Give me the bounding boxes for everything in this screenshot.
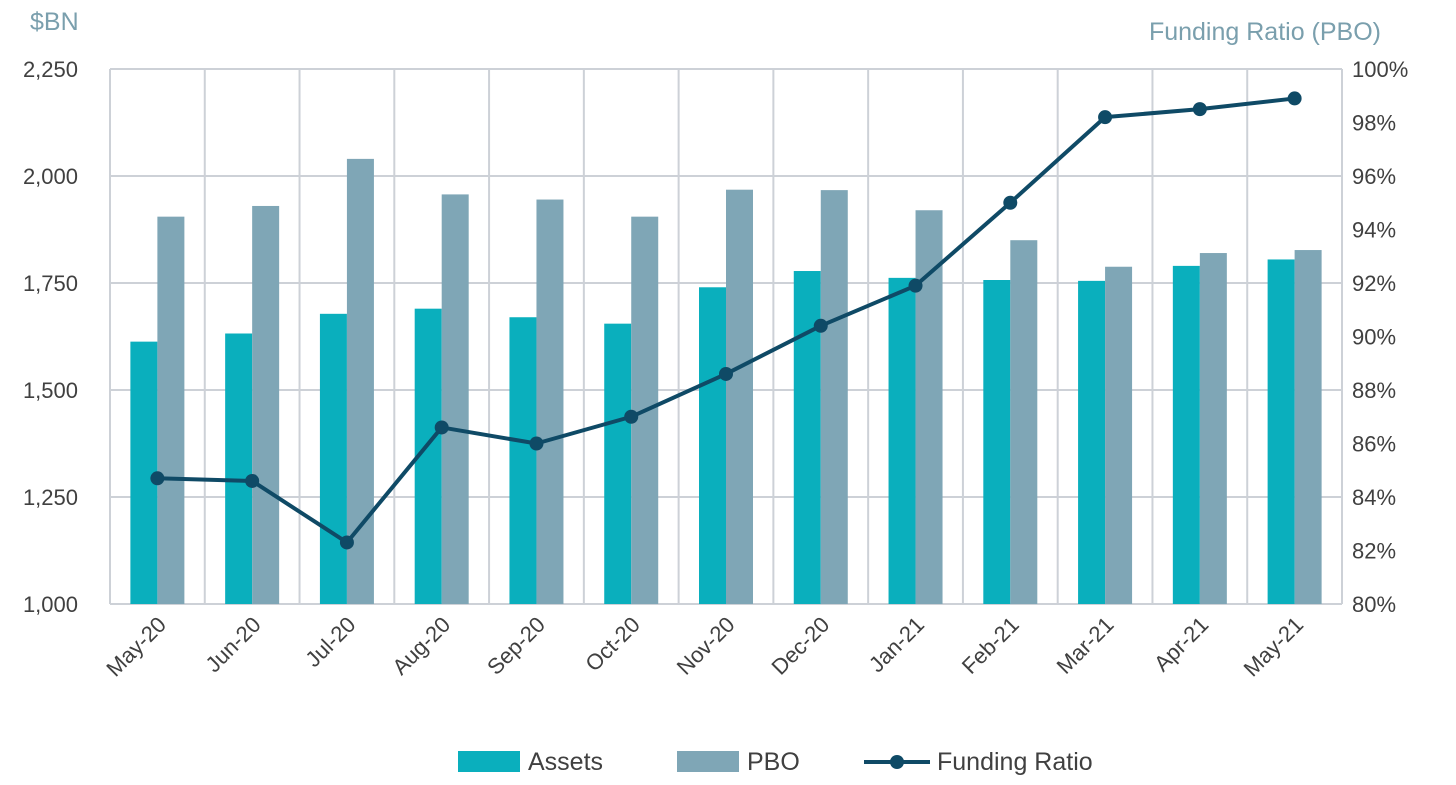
x-tick-label: Dec-20 (766, 612, 834, 680)
funding-ratio-point (719, 366, 733, 381)
funding-ratio-point (624, 409, 639, 424)
funding-ratio-point (1003, 195, 1018, 210)
bar-pbo (346, 158, 374, 604)
x-tick-label: May-20 (101, 612, 171, 682)
x-tick-label: Nov-20 (672, 612, 740, 680)
funding-ratio-point (434, 420, 449, 435)
funding-ratio-point (245, 473, 260, 488)
y-tick-label: 1,500 (23, 378, 78, 403)
funding-ratio-point (1192, 102, 1207, 117)
x-tick-label: Oct-20 (580, 612, 644, 676)
funding-ratio-point (1287, 91, 1302, 106)
funding-ratio-point (908, 278, 923, 293)
bar-pbo (1010, 240, 1038, 604)
bar-assets (225, 333, 253, 604)
bar-pbo (915, 210, 943, 605)
bar-assets (888, 277, 916, 604)
x-tick-label: May-21 (1239, 612, 1309, 682)
funding-ratio-point (150, 471, 165, 486)
bar-assets (1172, 265, 1200, 604)
funding-ratio-point (529, 436, 544, 451)
bar-pbo (252, 205, 280, 604)
bar-assets (699, 287, 726, 604)
x-tick-label: Jan-21 (864, 612, 929, 677)
x-tick-label: Aug-20 (387, 612, 455, 680)
legend-marker-funding-ratio (890, 755, 904, 769)
y2-tick-label: 92% (1352, 271, 1396, 296)
bar-pbo (441, 194, 469, 605)
bar-pbo (1294, 250, 1322, 604)
y-axis-title: $BN (30, 8, 79, 36)
bar-pbo (726, 189, 753, 605)
bar-assets (1267, 259, 1295, 604)
x-tick-label: Jun-20 (200, 612, 265, 677)
legend-swatch-assets (458, 751, 520, 772)
legend-label-funding-ratio: Funding Ratio (937, 748, 1093, 776)
y-tick-label: 2,250 (23, 57, 78, 82)
bar-assets (604, 323, 632, 604)
y-tick-label: 1,250 (23, 485, 78, 510)
bar-pbo (1105, 266, 1133, 604)
x-tick-label: Feb-21 (957, 612, 1024, 679)
bar-assets (130, 341, 158, 604)
funding-ratio-point (1098, 110, 1113, 125)
funding-ratio-point (339, 535, 354, 550)
funding-ratio-point (813, 318, 828, 333)
bar-pbo (536, 199, 564, 605)
bar-pbo (157, 216, 185, 604)
legend-label-pbo: PBO (747, 748, 800, 776)
x-tick-label: Sep-20 (482, 612, 550, 680)
y2-axis-title: Funding Ratio (PBO) (1149, 18, 1381, 46)
y2-tick-label: 84% (1352, 485, 1396, 510)
bar-assets (983, 280, 1011, 604)
y-tick-label: 1,750 (23, 271, 78, 296)
bar-pbo (1199, 253, 1227, 605)
y-tick-label: 1,000 (23, 592, 78, 617)
x-tick-label: Mar-21 (1052, 612, 1119, 679)
y2-tick-label: 90% (1352, 325, 1396, 350)
y2-tick-label: 98% (1352, 111, 1396, 136)
x-tick-label: Jul-20 (300, 612, 360, 672)
y2-tick-label: 100% (1352, 57, 1408, 82)
bar-pbo (820, 190, 848, 604)
bar-assets (509, 317, 537, 604)
bar-assets (1078, 280, 1106, 604)
y2-tick-label: 94% (1352, 218, 1396, 243)
y2-tick-label: 86% (1352, 432, 1396, 457)
legend-swatch-pbo (677, 751, 739, 772)
x-tick-label: Apr-21 (1149, 612, 1213, 676)
bar-assets (319, 313, 347, 604)
y2-tick-label: 80% (1352, 592, 1396, 617)
y2-tick-label: 96% (1352, 164, 1396, 189)
y-tick-label: 2,000 (23, 164, 78, 189)
y2-tick-label: 88% (1352, 378, 1396, 403)
legend-label-assets: Assets (528, 748, 603, 776)
y2-tick-label: 82% (1352, 539, 1396, 564)
